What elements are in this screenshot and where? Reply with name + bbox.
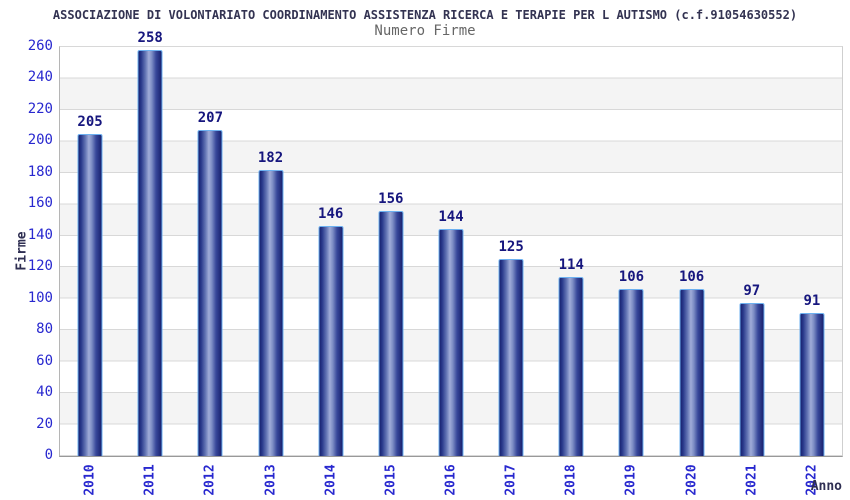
y-tick-label: 40 — [36, 384, 53, 401]
x-tick-label: 2018 — [563, 464, 579, 496]
bar — [558, 276, 584, 456]
bar-value-label: 182 — [257, 149, 284, 166]
x-tick: 2017 — [481, 456, 541, 500]
x-tick-label: 2010 — [82, 464, 98, 496]
bar — [258, 169, 284, 456]
bar-value-label: 97 — [743, 283, 761, 300]
bar — [137, 50, 163, 456]
y-tick-label: 180 — [27, 163, 53, 180]
x-tick: 2011 — [120, 456, 180, 500]
bar-group: 125 2017 — [481, 47, 541, 495]
y-tick-label: 100 — [27, 289, 53, 306]
y-tick-label: 80 — [36, 321, 53, 338]
x-tick: 2012 — [180, 456, 240, 500]
x-tick: 2013 — [240, 456, 300, 500]
x-tick: 2014 — [301, 456, 361, 500]
x-tick: 2020 — [662, 456, 722, 500]
y-tick-label: 120 — [27, 258, 53, 275]
bar-value-label: 156 — [378, 190, 404, 207]
bar — [498, 259, 524, 456]
bar-group: 146 2014 — [301, 47, 361, 495]
y-tick-label: 160 — [27, 195, 53, 212]
x-tick: 2010 — [60, 456, 120, 500]
y-tick-label: 260 — [27, 38, 53, 54]
bar-value-label: 106 — [678, 269, 705, 286]
x-tick-label: 2016 — [443, 464, 459, 496]
x-tick-label: 2012 — [202, 464, 218, 496]
x-tick-label: 2019 — [623, 464, 639, 496]
x-tick: 2018 — [541, 456, 601, 500]
y-axis-ticks: 0 20 40 60 80 100 120 140 160 180 200 220 240 260 — [0, 38, 53, 463]
bar-group: 156 2015 — [361, 47, 421, 496]
bar — [739, 303, 765, 456]
bar-group: 91 2022 — [782, 47, 842, 496]
x-tick: 2015 — [361, 456, 421, 500]
x-axis-title: Anno — [810, 479, 842, 494]
bar — [679, 289, 705, 456]
chart-title: ASSOCIAZIONE DI VOLONTARIATO COORDINAMEN… — [52, 8, 798, 22]
x-tick: 2019 — [601, 456, 661, 500]
y-tick-label: 60 — [36, 352, 53, 369]
bar-group: 114 2018 — [541, 47, 601, 496]
x-tick-label: 2015 — [383, 464, 399, 496]
bar-group: 207 2012 — [180, 47, 240, 495]
x-tick-label: 2021 — [744, 464, 760, 496]
bar — [77, 133, 103, 456]
bar-group: 144 2016 — [421, 47, 481, 495]
y-tick-label: 20 — [36, 415, 53, 432]
bar-group: 205 2010 — [60, 47, 120, 496]
bar-value-label: 207 — [197, 110, 224, 127]
bar-group: 258 2011 — [120, 31, 180, 496]
bar — [438, 229, 464, 456]
bar-value-label: 144 — [438, 209, 464, 226]
x-tick-label: 2011 — [142, 464, 158, 496]
bar — [618, 289, 644, 456]
bar-value-label: 125 — [498, 239, 524, 256]
bar-group: 182 2013 — [240, 47, 300, 496]
x-tick: 2021 — [722, 456, 782, 500]
y-tick-label: 200 — [27, 132, 53, 149]
y-tick-label: 240 — [27, 69, 53, 86]
bar — [197, 130, 223, 456]
chart-subtitle: Numero Firme — [374, 23, 476, 39]
bar-group: 106 2020 — [662, 47, 722, 495]
bar-value-label: 205 — [77, 113, 103, 130]
bar-value-label: 106 — [618, 269, 645, 286]
y-tick-label: 220 — [27, 100, 53, 117]
bar-value-label: 91 — [803, 292, 821, 309]
x-tick-label: 2013 — [263, 464, 279, 496]
x-tick-label: 2020 — [684, 464, 700, 496]
bar — [318, 226, 344, 456]
bar — [378, 210, 404, 456]
bar-group: 106 2019 — [601, 47, 661, 495]
bar-value-label: 258 — [137, 30, 163, 47]
plot-area: 205 2010 258 2011 207 2012 182 2013 146 2014 156 20… — [59, 31, 843, 496]
bar-value-label: 114 — [558, 256, 584, 273]
x-tick-label: 2017 — [503, 464, 519, 496]
x-tick: 2016 — [421, 456, 481, 500]
y-tick-label: 0 — [44, 447, 53, 463]
bar-value-label: 146 — [318, 206, 344, 223]
x-tick-label: 2014 — [323, 464, 339, 496]
y-tick-label: 140 — [27, 226, 53, 243]
bar-group: 97 2021 — [722, 47, 782, 496]
bar — [799, 312, 825, 456]
